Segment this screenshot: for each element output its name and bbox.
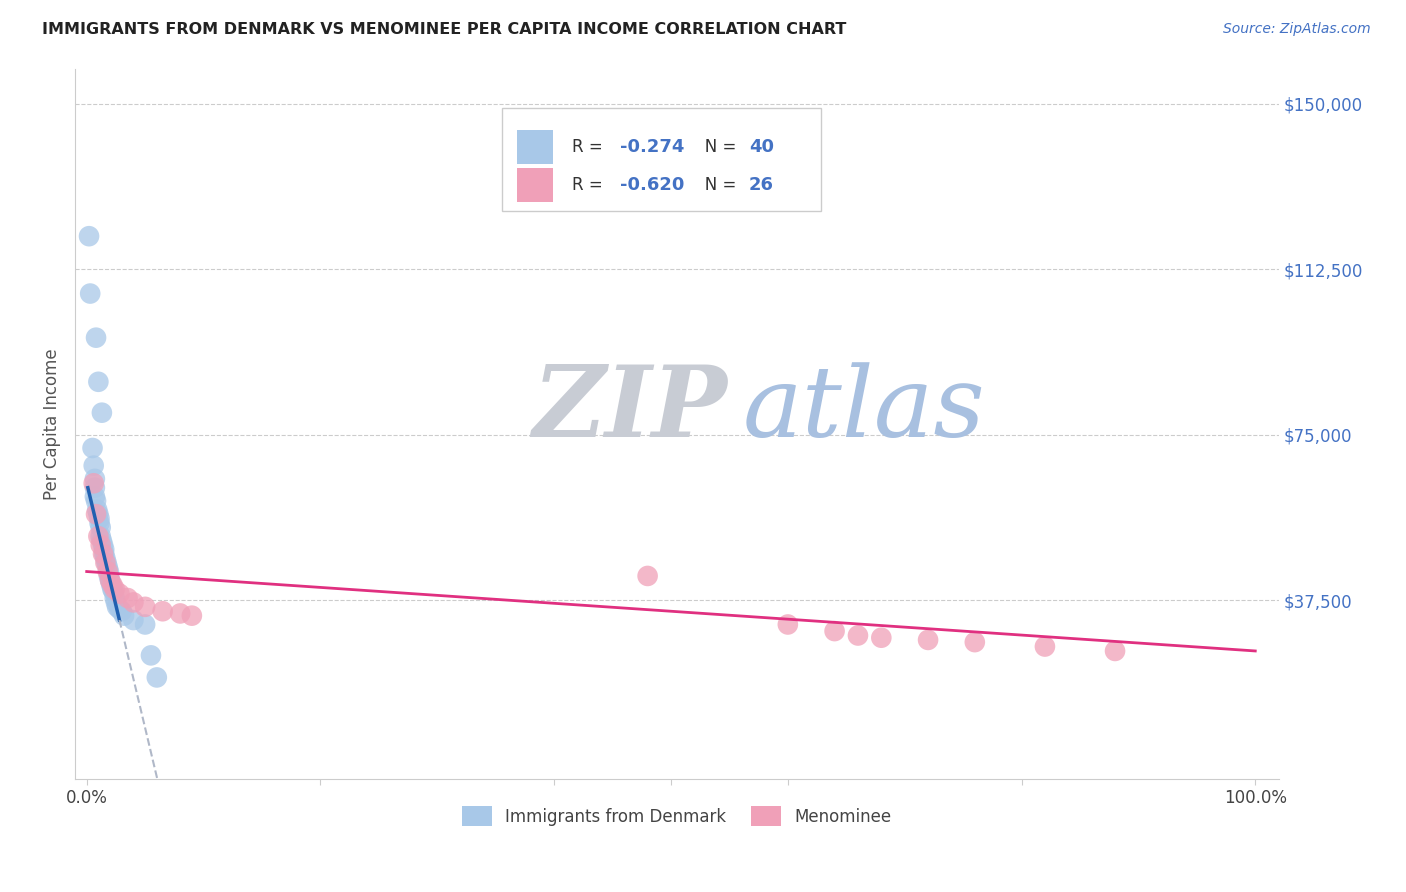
Text: Source: ZipAtlas.com: Source: ZipAtlas.com bbox=[1223, 22, 1371, 37]
Point bbox=[134, 599, 156, 614]
Point bbox=[83, 458, 105, 473]
Point bbox=[117, 591, 139, 605]
Text: R =: R = bbox=[572, 176, 609, 194]
Y-axis label: Per Capita Income: Per Capita Income bbox=[44, 348, 60, 500]
Point bbox=[103, 584, 125, 599]
Point bbox=[1104, 644, 1126, 658]
Point bbox=[101, 582, 124, 597]
Point bbox=[122, 613, 145, 627]
Point bbox=[104, 582, 127, 597]
Point bbox=[91, 547, 114, 561]
Point bbox=[83, 481, 105, 495]
Point bbox=[112, 608, 135, 623]
Point bbox=[90, 529, 112, 543]
Point bbox=[90, 533, 112, 548]
Point bbox=[108, 586, 131, 600]
Point bbox=[637, 569, 659, 583]
Point bbox=[97, 565, 120, 579]
FancyBboxPatch shape bbox=[502, 108, 821, 211]
Point bbox=[83, 472, 105, 486]
Point bbox=[870, 631, 893, 645]
Point bbox=[152, 604, 174, 618]
Point bbox=[101, 578, 124, 592]
Point bbox=[146, 670, 169, 684]
Text: 40: 40 bbox=[749, 137, 775, 156]
Point bbox=[79, 286, 101, 301]
Point bbox=[104, 595, 127, 609]
Point bbox=[90, 520, 112, 534]
Point bbox=[180, 608, 202, 623]
Text: N =: N = bbox=[689, 137, 741, 156]
Point bbox=[105, 599, 128, 614]
Point bbox=[83, 476, 105, 491]
Point bbox=[91, 538, 114, 552]
Point bbox=[97, 560, 120, 574]
Point bbox=[97, 569, 120, 583]
Point bbox=[776, 617, 799, 632]
Point bbox=[89, 516, 111, 530]
Point bbox=[86, 502, 108, 516]
Point bbox=[84, 331, 107, 345]
Point bbox=[169, 607, 191, 621]
Point bbox=[108, 602, 131, 616]
Point bbox=[104, 591, 127, 605]
Point bbox=[84, 494, 107, 508]
Point bbox=[82, 441, 104, 455]
Text: atlas: atlas bbox=[742, 362, 986, 458]
Text: -0.620: -0.620 bbox=[620, 176, 685, 194]
Text: R =: R = bbox=[572, 137, 609, 156]
Point bbox=[122, 595, 145, 609]
Point bbox=[87, 529, 110, 543]
Point bbox=[98, 574, 121, 588]
Point bbox=[139, 648, 162, 663]
Point bbox=[87, 375, 110, 389]
Text: 26: 26 bbox=[749, 176, 775, 194]
Text: -0.274: -0.274 bbox=[620, 137, 685, 156]
Text: IMMIGRANTS FROM DENMARK VS MENOMINEE PER CAPITA INCOME CORRELATION CHART: IMMIGRANTS FROM DENMARK VS MENOMINEE PER… bbox=[42, 22, 846, 37]
Point bbox=[84, 507, 107, 521]
Point bbox=[111, 604, 134, 618]
Point bbox=[98, 574, 121, 588]
Point bbox=[963, 635, 986, 649]
Point bbox=[90, 406, 112, 420]
Point bbox=[94, 551, 117, 566]
Point bbox=[100, 578, 122, 592]
Point bbox=[87, 507, 110, 521]
Point bbox=[83, 490, 105, 504]
FancyBboxPatch shape bbox=[517, 168, 553, 202]
Text: N =: N = bbox=[689, 176, 741, 194]
Point bbox=[90, 538, 112, 552]
Legend: Immigrants from Denmark, Menominee: Immigrants from Denmark, Menominee bbox=[454, 797, 900, 835]
Point bbox=[97, 565, 120, 579]
Point bbox=[94, 556, 117, 570]
Point bbox=[89, 511, 111, 525]
Point bbox=[77, 229, 100, 244]
FancyBboxPatch shape bbox=[517, 129, 553, 164]
Point bbox=[134, 617, 156, 632]
Point bbox=[93, 547, 115, 561]
Point bbox=[1033, 640, 1056, 654]
Text: ZIP: ZIP bbox=[533, 361, 727, 458]
Point bbox=[96, 556, 118, 570]
Point bbox=[824, 624, 846, 639]
Point bbox=[917, 632, 939, 647]
Point bbox=[93, 542, 115, 557]
Point bbox=[846, 628, 869, 642]
